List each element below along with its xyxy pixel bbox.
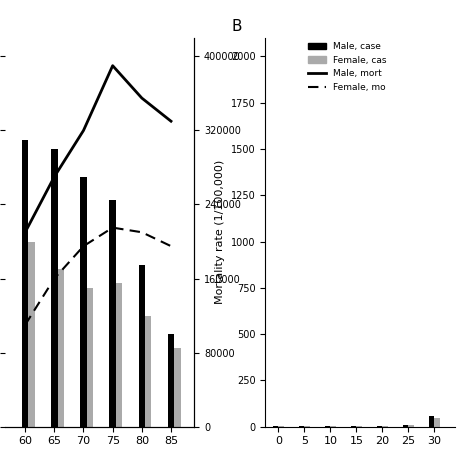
Bar (22, 140, 28, 427)
Bar (109, 200, 116, 427)
Bar (57, 269, 64, 427)
Y-axis label: Mortality rate (1/100,000): Mortality rate (1/100,000) (215, 160, 226, 304)
Text: B: B (232, 19, 242, 34)
Bar (428, 417, 434, 427)
Bar (28, 242, 35, 427)
Bar (434, 418, 440, 427)
Bar (80, 177, 87, 427)
Bar (116, 283, 122, 427)
Bar (168, 334, 174, 427)
Bar (174, 348, 181, 427)
Legend: Male, case, Female, cas, Male, mort, Female, mo: Male, case, Female, cas, Male, mort, Fem… (304, 38, 390, 95)
Bar (51, 149, 57, 427)
Bar (408, 426, 414, 427)
Bar (145, 316, 152, 427)
Bar (402, 425, 408, 427)
Bar (87, 288, 93, 427)
Bar (138, 264, 145, 427)
Y-axis label: Number of cases: Number of cases (312, 185, 322, 279)
